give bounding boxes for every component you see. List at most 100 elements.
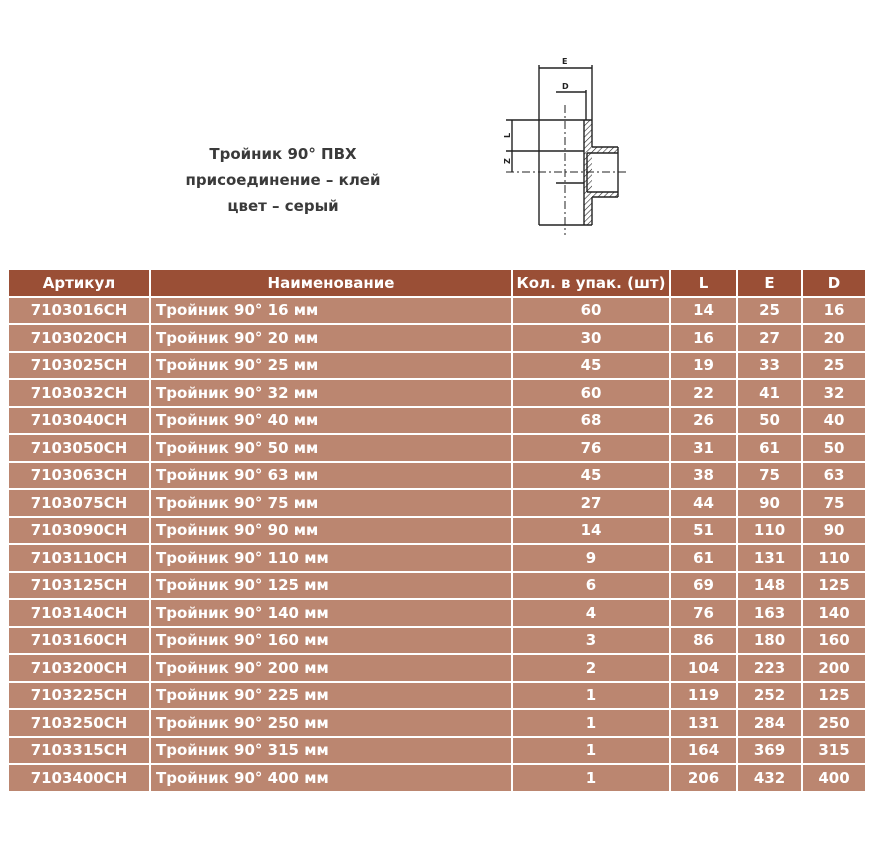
- header-e: E: [736, 268, 803, 298]
- cell-e: 90: [736, 488, 803, 518]
- cell-name: Тройник 90° 63 мм: [149, 460, 513, 490]
- table-row: 7103090CH Тройник 90° 90 мм 14 51 110 90: [9, 515, 867, 545]
- cell-l: 38: [669, 460, 738, 490]
- header-article: Артикул: [9, 268, 151, 298]
- cell-e: 25: [736, 295, 803, 325]
- cell-e: 41: [736, 378, 803, 408]
- cell-d: 32: [801, 378, 867, 408]
- cell-d: 25: [801, 350, 867, 380]
- cell-d: 250: [801, 708, 867, 738]
- cell-pack-qty: 6: [511, 570, 671, 600]
- cell-name: Тройник 90° 200 мм: [149, 653, 513, 683]
- cell-article: 7103063CH: [9, 460, 151, 490]
- cell-article: 7103025CH: [9, 350, 151, 380]
- cell-l: 119: [669, 680, 738, 710]
- cell-article: 7103040CH: [9, 405, 151, 435]
- table-row: 7103225CH Тройник 90° 225 мм 1 119 252 125: [9, 680, 867, 710]
- cell-d: 160: [801, 625, 867, 655]
- cell-name: Тройник 90° 20 мм: [149, 323, 513, 353]
- cell-article: 7103160CH: [9, 625, 151, 655]
- cell-pack-qty: 3: [511, 625, 671, 655]
- table-row: 7103110CH Тройник 90° 110 мм 9 61 131 110: [9, 543, 867, 573]
- table-row: 7103160CH Тройник 90° 160 мм 3 86 180 160: [9, 625, 867, 655]
- cell-name: Тройник 90° 140 мм: [149, 598, 513, 628]
- cell-article: 7103020CH: [9, 323, 151, 353]
- cell-name: Тройник 90° 50 мм: [149, 433, 513, 463]
- cell-article: 7103125CH: [9, 570, 151, 600]
- header-name: Наименование: [149, 268, 513, 298]
- cell-article: 7103032CH: [9, 378, 151, 408]
- cell-l: 69: [669, 570, 738, 600]
- cell-l: 86: [669, 625, 738, 655]
- cell-d: 140: [801, 598, 867, 628]
- table-row: 7103050CH Тройник 90° 50 мм 76 31 61 50: [9, 433, 867, 463]
- cell-e: 131: [736, 543, 803, 573]
- cell-l: 206: [669, 763, 738, 793]
- product-table: Артикул Наименование Кол. в упак. (шт) L E D …: [9, 268, 867, 793]
- cell-d: 110: [801, 543, 867, 573]
- cell-e: 369: [736, 735, 803, 765]
- table-row: 7103020CH Тройник 90° 20 мм 30 16 27 20: [9, 323, 867, 353]
- table-row: 7103125CH Тройник 90° 125 мм 6 69 148 125: [9, 570, 867, 600]
- cell-d: 200: [801, 653, 867, 683]
- cell-d: 20: [801, 323, 867, 353]
- cell-pack-qty: 1: [511, 763, 671, 793]
- cell-d: 16: [801, 295, 867, 325]
- table-row: 7103250CH Тройник 90° 250 мм 1 131 284 250: [9, 708, 867, 738]
- table-row: 7103016CH Тройник 90° 16 мм 60 14 25 16: [9, 295, 867, 325]
- table-row: 7103025CH Тройник 90° 25 мм 45 19 33 25: [9, 350, 867, 380]
- cell-article: 7103140CH: [9, 598, 151, 628]
- cell-pack-qty: 14: [511, 515, 671, 545]
- cell-l: 22: [669, 378, 738, 408]
- cell-article: 7103090CH: [9, 515, 151, 545]
- cell-pack-qty: 76: [511, 433, 671, 463]
- table-row: 7103140CH Тройник 90° 140 мм 4 76 163 140: [9, 598, 867, 628]
- cell-l: 19: [669, 350, 738, 380]
- cell-article: 7103400CH: [9, 763, 151, 793]
- cell-pack-qty: 68: [511, 405, 671, 435]
- title-line-2: присоединение – клей: [185, 171, 381, 189]
- table-row: 7103063CH Тройник 90° 63 мм 45 38 75 63: [9, 460, 867, 490]
- cell-e: 33: [736, 350, 803, 380]
- cell-d: 315: [801, 735, 867, 765]
- cell-e: 180: [736, 625, 803, 655]
- cell-e: 27: [736, 323, 803, 353]
- table-row: 7103075CH Тройник 90° 75 мм 27 44 90 75: [9, 488, 867, 518]
- cell-article: 7103050CH: [9, 433, 151, 463]
- cell-pack-qty: 1: [511, 708, 671, 738]
- cell-pack-qty: 27: [511, 488, 671, 518]
- cell-e: 75: [736, 460, 803, 490]
- cell-l: 104: [669, 653, 738, 683]
- cell-d: 63: [801, 460, 867, 490]
- cell-l: 44: [669, 488, 738, 518]
- table-header: Артикул Наименование Кол. в упак. (шт) L E D: [9, 268, 867, 298]
- title-line-1: Тройник 90° ПВХ: [209, 145, 357, 163]
- cell-d: 75: [801, 488, 867, 518]
- cell-pack-qty: 9: [511, 543, 671, 573]
- cell-d: 50: [801, 433, 867, 463]
- title-line-3: цвет – серый: [227, 197, 339, 215]
- cell-e: 110: [736, 515, 803, 545]
- cell-article: 7103110CH: [9, 543, 151, 573]
- cell-e: 432: [736, 763, 803, 793]
- cell-l: 164: [669, 735, 738, 765]
- cell-pack-qty: 1: [511, 680, 671, 710]
- cell-article: 7103075CH: [9, 488, 151, 518]
- cell-name: Тройник 90° 16 мм: [149, 295, 513, 325]
- cell-d: 125: [801, 680, 867, 710]
- cell-e: 284: [736, 708, 803, 738]
- cell-name: Тройник 90° 90 мм: [149, 515, 513, 545]
- cell-e: 148: [736, 570, 803, 600]
- cell-e: 61: [736, 433, 803, 463]
- cell-pack-qty: 4: [511, 598, 671, 628]
- cell-pack-qty: 60: [511, 295, 671, 325]
- cell-name: Тройник 90° 160 мм: [149, 625, 513, 655]
- cell-name: Тройник 90° 315 мм: [149, 735, 513, 765]
- cell-d: 125: [801, 570, 867, 600]
- cell-e: 163: [736, 598, 803, 628]
- cell-l: 26: [669, 405, 738, 435]
- cell-article: 7103225CH: [9, 680, 151, 710]
- cell-article: 7103250CH: [9, 708, 151, 738]
- cell-d: 90: [801, 515, 867, 545]
- table-row: 7103032CH Тройник 90° 32 мм 60 22 41 32: [9, 378, 867, 408]
